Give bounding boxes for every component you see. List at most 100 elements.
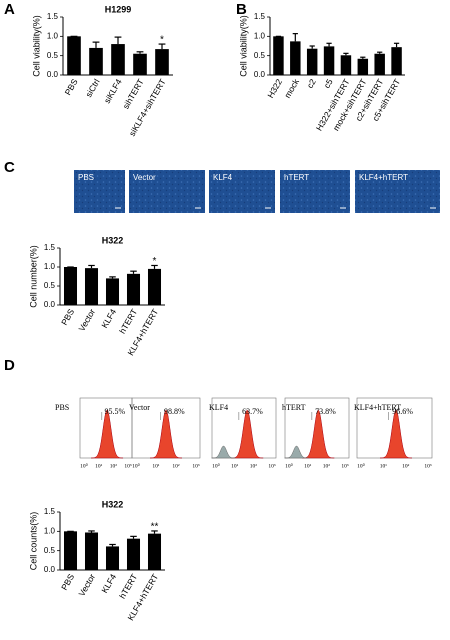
chart-title: H1299 <box>105 4 132 14</box>
bar <box>84 532 99 570</box>
bar <box>391 47 402 75</box>
flow-tick-label: 10⁰ <box>285 462 294 469</box>
y-axis-label: Cell viability(%) <box>31 15 41 77</box>
y-tick-label: 0.0 <box>47 70 59 79</box>
flow-tick-label: 10² <box>250 463 258 469</box>
significance: * <box>160 35 164 46</box>
y-tick-label: 0.0 <box>44 565 56 574</box>
panel-letter: C <box>4 159 15 176</box>
flow-tick-label: 10⁰ <box>357 462 366 469</box>
x-tick-label: KLF4 <box>99 572 118 595</box>
bar <box>340 55 352 75</box>
y-axis-label: Cell viability(%) <box>238 15 248 77</box>
y-tick-label: 0.5 <box>254 51 266 60</box>
flow-tick-label: 10³ <box>124 463 132 469</box>
y-tick-label: 1.0 <box>44 526 56 535</box>
y-axis-label: Cell number(%) <box>28 245 38 308</box>
x-tick-label: hTERT <box>117 307 139 335</box>
x-tick-label: c2 <box>305 77 318 90</box>
bar <box>147 533 162 570</box>
x-tick-label: PBS <box>59 572 76 592</box>
bar <box>126 538 141 570</box>
bar <box>89 47 103 75</box>
flow-percent: 63.7% <box>242 407 263 416</box>
flow-tick-label: 10¹ <box>304 463 312 469</box>
chart-title: H322 <box>102 499 124 509</box>
bar <box>84 268 99 305</box>
x-tick-label: mock <box>282 76 301 99</box>
flow-label: Vector <box>129 403 150 412</box>
micrograph-label: PBS <box>78 173 94 182</box>
y-tick-label: 0.0 <box>254 70 266 79</box>
x-tick-label: PBS <box>63 77 80 97</box>
flow-percent: 95.5% <box>104 407 125 416</box>
micrograph-label: KLF4 <box>213 173 233 182</box>
x-tick-label: KLF4 <box>99 307 118 330</box>
flow-peak <box>379 409 413 459</box>
panel-letter: D <box>4 357 15 374</box>
bar <box>111 44 125 75</box>
x-tick-label: siKLF4 <box>102 77 124 105</box>
flow-tick-label: 10¹ <box>380 463 388 469</box>
chart-title: H322 <box>102 235 124 245</box>
micrograph-label: Vector <box>133 173 156 182</box>
flow-label: KLF4+hTERT <box>354 403 401 412</box>
y-tick-label: 1.5 <box>44 507 56 516</box>
x-tick-label: H322 <box>265 77 284 100</box>
bar <box>323 46 335 75</box>
flow-peak <box>284 445 309 459</box>
y-tick-label: 0.0 <box>44 300 56 309</box>
flow-peak <box>211 445 236 459</box>
y-tick-label: 1.0 <box>47 31 59 40</box>
bar <box>147 268 162 305</box>
y-tick-label: 1.5 <box>44 243 56 252</box>
flow-peak <box>149 409 183 459</box>
flow-tick-label: 10⁰ <box>212 462 221 469</box>
bar <box>133 53 147 75</box>
bar <box>63 267 78 305</box>
x-tick-label: siCtrl <box>83 77 101 99</box>
x-tick-label: Vector <box>76 307 97 333</box>
flow-peak <box>90 409 124 459</box>
panel-letter: A <box>4 1 15 18</box>
y-tick-label: 0.5 <box>44 546 56 555</box>
micrograph <box>74 170 125 213</box>
bar <box>273 36 284 75</box>
flow-tick-label: 10³ <box>424 463 432 469</box>
flow-tick-label: 10² <box>110 463 118 469</box>
y-tick-label: 1.5 <box>47 12 59 21</box>
flow-label: PBS <box>55 403 69 412</box>
y-tick-label: 0.5 <box>44 281 56 290</box>
flow-tick-label: 10¹ <box>152 463 160 469</box>
flow-tick-label: 10⁰ <box>80 462 89 469</box>
flow-tick-label: 10⁰ <box>132 462 141 469</box>
significance: ** <box>151 522 159 533</box>
bar <box>357 58 369 75</box>
bar <box>306 48 318 75</box>
x-tick-label: c5 <box>322 77 335 90</box>
significance: * <box>153 256 157 267</box>
micrograph-label: hTERT <box>284 173 309 182</box>
panel-letter: B <box>236 1 247 18</box>
flow-tick-label: 10² <box>402 463 410 469</box>
micrograph <box>355 170 440 213</box>
micrograph <box>209 170 275 213</box>
flow-peak <box>230 409 264 459</box>
y-tick-label: 1.0 <box>254 31 266 40</box>
flow-label: KLF4 <box>209 403 228 412</box>
y-tick-label: 1.0 <box>44 262 56 271</box>
flow-percent: 98.8% <box>164 407 185 416</box>
y-axis-label: Cell counts(%) <box>28 512 38 571</box>
bar <box>67 36 81 75</box>
flow-percent: 96.6% <box>392 407 413 416</box>
micrograph <box>280 170 350 213</box>
flow-percent: 73.8% <box>315 407 336 416</box>
bar <box>126 273 141 305</box>
micrograph-label: KLF4+hTERT <box>359 173 408 182</box>
flow-tick-label: 10³ <box>192 463 200 469</box>
y-tick-label: 1.5 <box>254 12 266 21</box>
x-tick-label: PBS <box>59 307 76 327</box>
flow-tick-label: 10³ <box>341 463 349 469</box>
bar <box>63 531 78 570</box>
